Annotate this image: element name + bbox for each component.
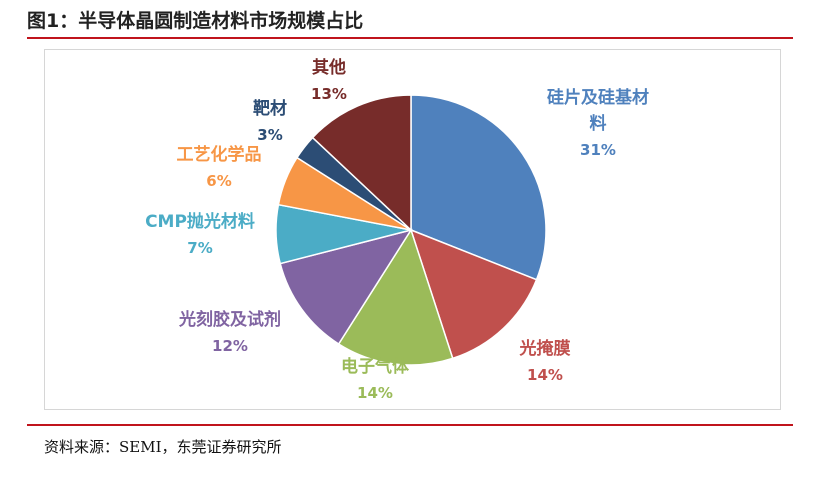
slice-category-label: 工艺化学品 xyxy=(177,144,262,165)
slice-category-label: 光掩膜 xyxy=(519,338,571,359)
slice-value-label: 31% xyxy=(580,141,616,159)
slice-value-label: 3% xyxy=(257,126,282,144)
slice-category-label: 料 xyxy=(590,113,607,134)
chart-plot-area xyxy=(44,49,781,410)
figure-title: 图1：半导体晶圆制造材料市场规模占比 xyxy=(27,10,364,32)
slice-category-label: CMP抛光材料 xyxy=(145,211,255,232)
slice-category-label: 靶材 xyxy=(253,98,287,119)
bottom-rule xyxy=(27,424,793,426)
slice-value-label: 7% xyxy=(187,239,212,257)
slice-value-label: 14% xyxy=(527,366,563,384)
top-rule xyxy=(27,37,793,39)
slice-category-label: 其他 xyxy=(312,57,346,78)
pie-slice xyxy=(337,228,454,366)
source-note: 资料来源：SEMI，东莞证券研究所 xyxy=(44,438,282,456)
slice-value-label: 12% xyxy=(212,337,248,355)
slice-category-label: 电子气体 xyxy=(341,356,410,377)
pie-slice xyxy=(410,94,547,281)
slice-value-label: 6% xyxy=(206,172,231,190)
pie-slice xyxy=(279,228,413,346)
slice-category-label: 硅片及硅基材 xyxy=(547,87,649,108)
slice-value-label: 13% xyxy=(311,85,347,103)
pie-slice xyxy=(311,94,412,232)
slice-value-label: 14% xyxy=(357,384,393,402)
slice-category-label: 光刻胶及试剂 xyxy=(178,309,281,330)
